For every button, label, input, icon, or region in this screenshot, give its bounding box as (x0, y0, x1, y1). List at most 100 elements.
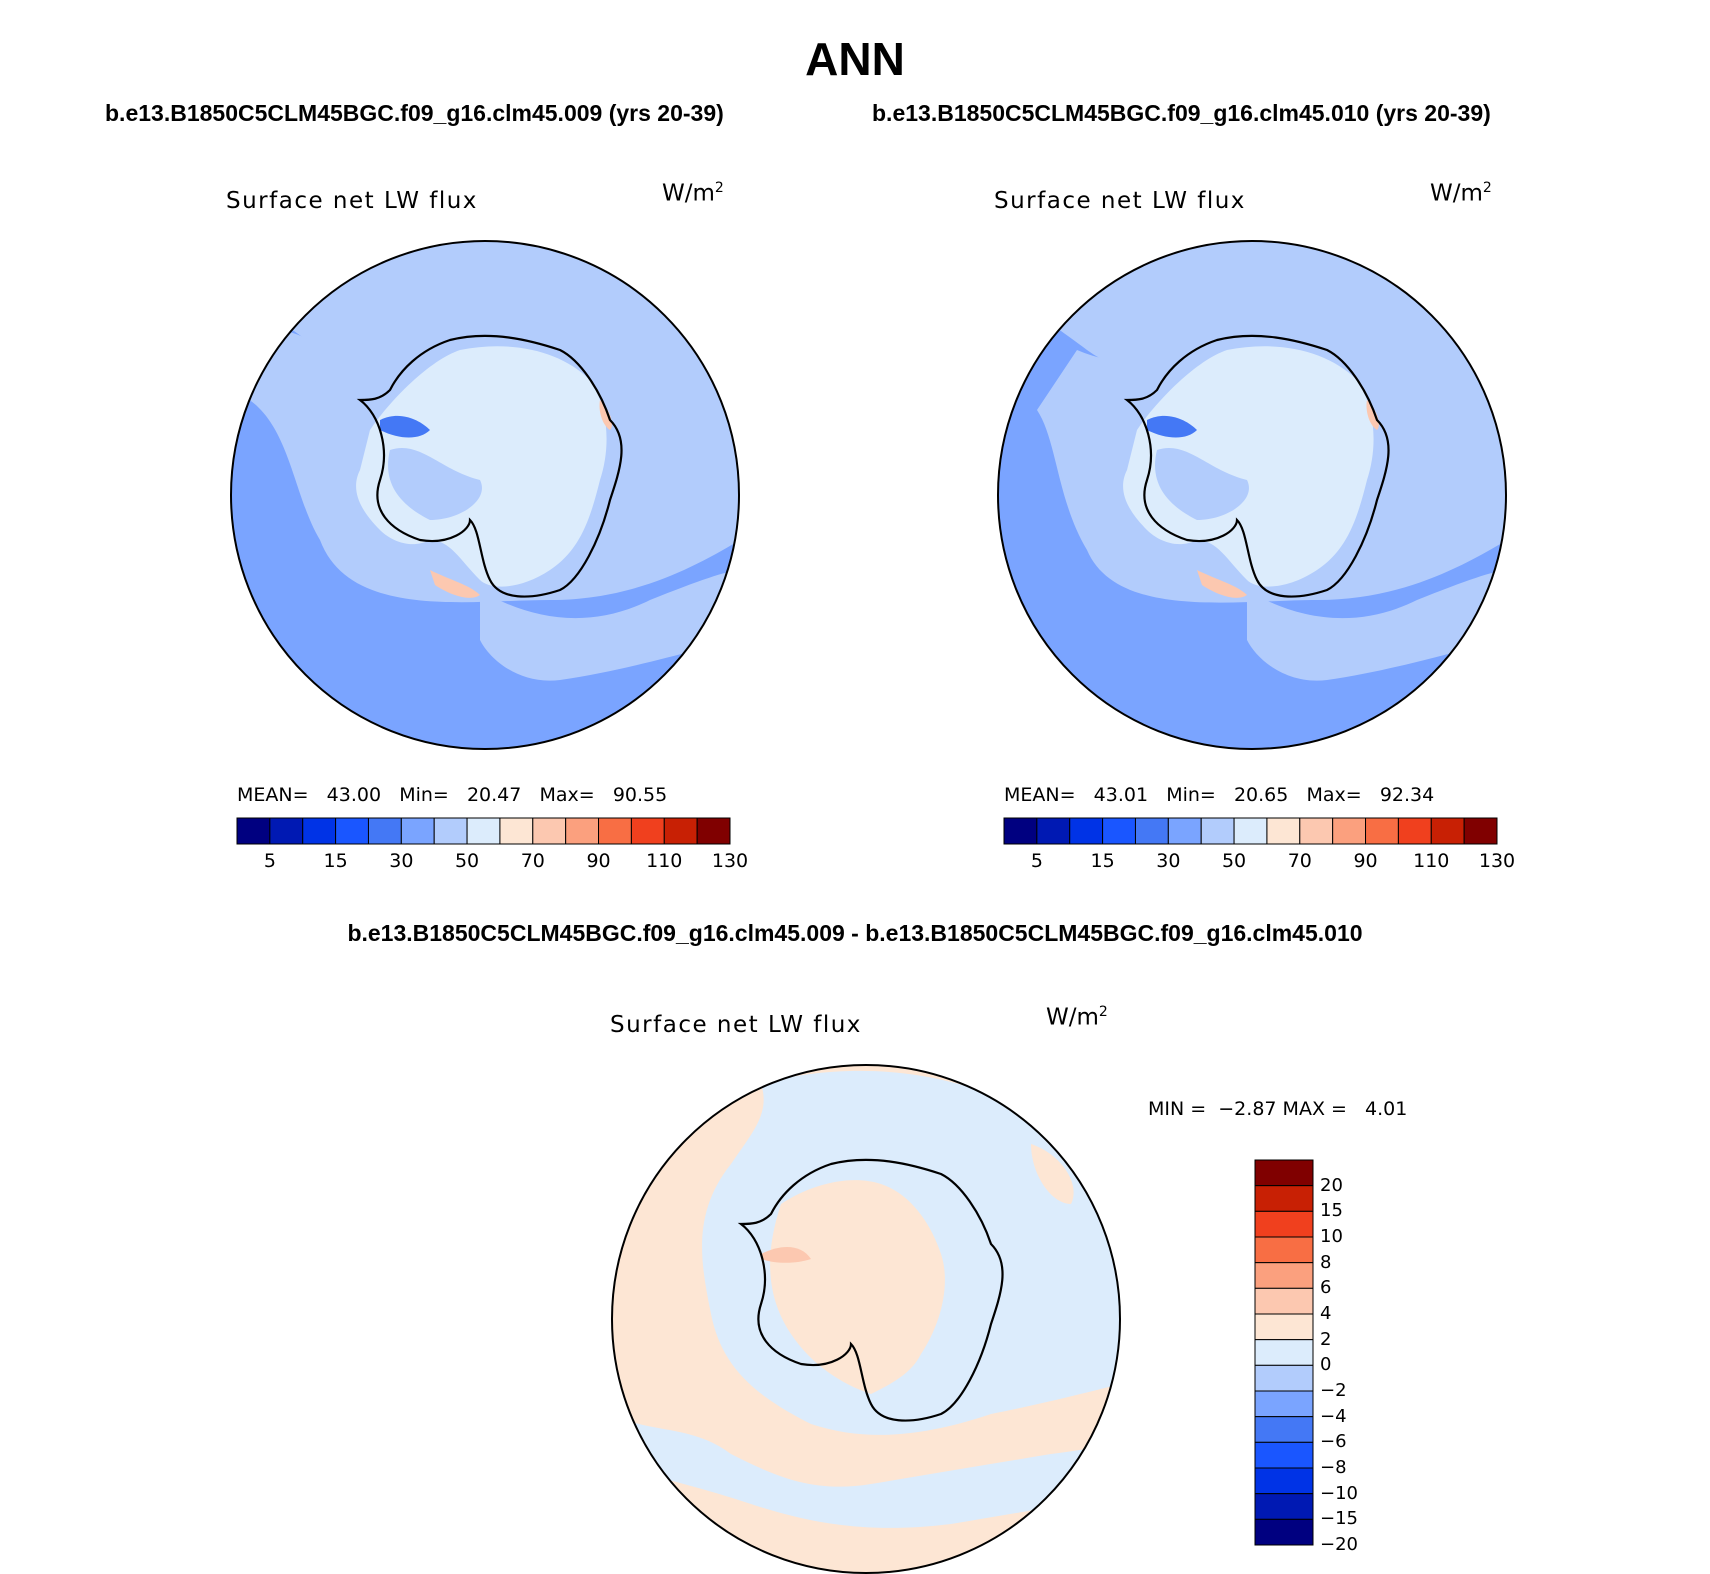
colorbar-swatch (663, 817, 698, 845)
colorbar-swatch (1254, 1416, 1314, 1443)
right-colorbar (1003, 817, 1498, 845)
colorbar-swatch (1299, 817, 1334, 845)
right-subtitle: b.e13.B1850C5CLM45BGC.f09_g16.clm45.010 … (872, 100, 1491, 126)
colorbar-tick-label: 50 (1221, 850, 1247, 872)
left-units-label: W/m2 (662, 180, 724, 207)
colorbar-swatch (400, 817, 435, 845)
warm-patch-east (1366, 400, 1379, 430)
colorbar-tick-label: 15 (1320, 1200, 1343, 1222)
colorbar-tick-label: 130 (1478, 850, 1516, 872)
diff-subtitle: b.e13.B1850C5CLM45BGC.f09_g16.clm45.009 … (347, 920, 1363, 946)
map-border (230, 240, 740, 750)
colorbar-swatch (1254, 1313, 1314, 1341)
warm-patch (761, 1247, 811, 1263)
colorbar-tick-label: 70 (520, 850, 545, 872)
continent-low-area (380, 415, 430, 438)
colorbar-swatch (1397, 817, 1432, 845)
colorbar-swatch (1254, 1236, 1314, 1264)
negative-band-south (612, 1414, 1120, 1528)
colorbar-swatch (1036, 817, 1071, 845)
continent-fill (1123, 346, 1374, 587)
continent-fill (356, 346, 607, 587)
colorbar-swatch (1463, 817, 1498, 845)
colorbar-swatch (1332, 817, 1367, 845)
coastline (737, 1158, 1004, 1422)
warm-patch (1197, 570, 1247, 598)
colorbar-swatch (1003, 817, 1038, 845)
colorbar-tick-label: −2 (1320, 1380, 1347, 1401)
left-subtitle: b.e13.B1850C5CLM45BGC.f09_g16.clm45.009 … (105, 100, 724, 126)
ocean-patch-south (480, 570, 739, 681)
positive-patch-ne (1031, 1144, 1074, 1204)
colorbar-tick-label: 6 (1320, 1277, 1332, 1299)
colorbar-swatch (466, 817, 501, 845)
colorbar-tick-label: 130 (711, 850, 749, 872)
colorbar-tick-label: 50 (454, 850, 480, 872)
warm-patch (430, 570, 480, 598)
colorbar-swatch (367, 817, 402, 845)
coastline (1123, 334, 1390, 598)
colorbar-tick-label: −4 (1320, 1405, 1347, 1427)
diff-units-label: W/m2 (1046, 1004, 1108, 1031)
colorbar-swatch (565, 817, 600, 845)
colorbar-swatch (1266, 817, 1301, 845)
diff-variable-label: Surface net LW flux (610, 1012, 862, 1038)
right-stats: MEAN= 43.01 Min= 20.65 Max= 92.34 (1004, 784, 1435, 806)
colorbar-swatch (236, 817, 271, 845)
colorbar-tick-label: 90 (586, 850, 611, 872)
continent-positive (770, 1180, 945, 1394)
colorbar-tick-label: 5 (1030, 850, 1043, 872)
left-stats: MEAN= 43.00 Min= 20.47 Max= 90.55 (237, 784, 668, 806)
colorbar-swatch (1254, 1339, 1314, 1366)
colorbar-swatch (302, 817, 337, 845)
right-units-label: W/m2 (1430, 180, 1492, 207)
colorbar-swatch (1233, 817, 1268, 845)
colorbar-tick-label: −15 (1320, 1508, 1358, 1530)
colorbar-swatch (1254, 1287, 1314, 1315)
colorbar-tick-label: 10 (1320, 1226, 1343, 1247)
colorbar-tick-label: 4 (1320, 1303, 1332, 1324)
colorbar-swatch (532, 817, 567, 845)
map-border (997, 240, 1507, 750)
colorbar-swatch (1069, 817, 1104, 845)
colorbar-swatch (1254, 1441, 1314, 1469)
colorbar-tick-label: 15 (1090, 850, 1115, 872)
colorbar-swatch (1200, 817, 1235, 845)
colorbar-tick-label: 8 (1320, 1251, 1332, 1273)
colorbar-swatch (1254, 1518, 1314, 1546)
colorbar-swatch (1254, 1390, 1314, 1418)
left-polar-map (230, 240, 740, 750)
colorbar-tick-label: −6 (1320, 1431, 1347, 1453)
colorbar-swatch (1102, 817, 1136, 845)
colorbar-tick-label: 20 (1320, 1174, 1343, 1196)
colorbar-swatch (335, 817, 369, 845)
colorbar-swatch (696, 817, 731, 845)
colorbar-swatch (1254, 1159, 1314, 1187)
colorbar-swatch (1254, 1185, 1314, 1212)
colorbar-swatch (433, 817, 468, 845)
continent-shade (1155, 447, 1249, 520)
colorbar-swatch (1365, 817, 1399, 845)
colorbar-swatch (1254, 1210, 1314, 1238)
colorbar-tick-label: −20 (1320, 1534, 1358, 1555)
page-title: ANN (805, 33, 905, 85)
colorbar-tick-label: 2 (1320, 1328, 1332, 1350)
coastline (356, 334, 623, 598)
colorbar-swatch (630, 817, 665, 845)
colorbar-swatch (1254, 1493, 1314, 1520)
colorbar-swatch (269, 817, 304, 845)
diff-colorbar (1254, 1159, 1314, 1546)
colorbar-swatch (499, 817, 534, 845)
colorbar-swatch (1134, 817, 1169, 845)
colorbar-tick-label: 30 (1156, 850, 1181, 872)
warm-patch-east (599, 400, 612, 430)
colorbar-tick-label: 0 (1320, 1354, 1332, 1376)
colorbar-tick-label: 15 (323, 850, 348, 872)
colorbar-tick-label: 70 (1287, 850, 1312, 872)
ocean-patch-south (1247, 570, 1506, 681)
right-polar-map (997, 240, 1507, 750)
diff-stats: MIN = −2.87 MAX = 4.01 (1148, 1098, 1408, 1120)
colorbar-tick-label: 110 (1413, 850, 1450, 872)
right-variable-label: Surface net LW flux (994, 188, 1246, 214)
colorbar-tick-label: −10 (1320, 1482, 1358, 1504)
